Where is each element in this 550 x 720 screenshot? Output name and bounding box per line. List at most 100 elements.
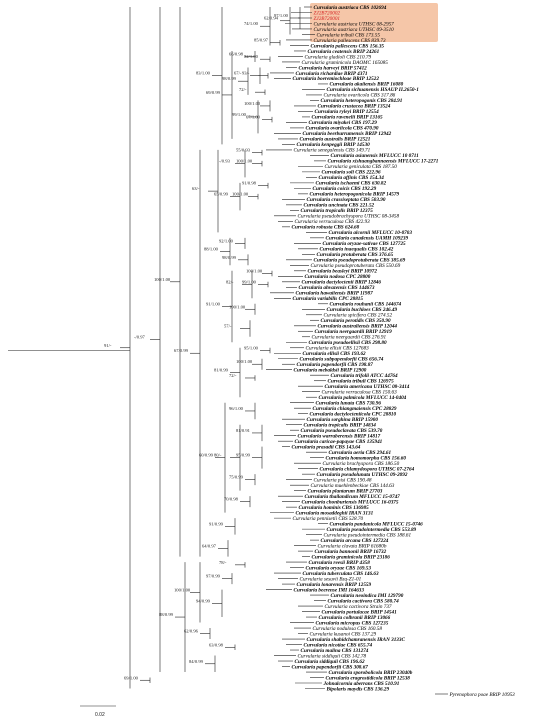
taxon-label: Johnalcornia aberrans CBS 510.91 <box>323 681 400 687</box>
taxon-label: Curvularia kenpeggii BRIP 14530 <box>297 142 371 148</box>
taxon-label: Curvularia heteropogonicola BRIP 14579 <box>310 192 400 198</box>
taxon-label: Curvularia tropicalis BRIP 14834 <box>304 422 377 428</box>
taxon-label: Curvularia pennisetii CBS 528.70 <box>293 516 364 522</box>
taxon-label: Curvularia oryzae CBS 169.53 <box>306 565 372 571</box>
taxon-label: Curvularia dactyloctenii BRIP 12846 <box>302 280 382 286</box>
taxon-label: Curvularia arcana CBS 127224 <box>321 538 389 544</box>
taxon-label: Curvularia crustacea BRIP 13524 <box>318 104 391 110</box>
support-value: 74/1.00 <box>244 21 259 26</box>
support-value: 92/1.00 <box>219 238 234 243</box>
taxon-label: Curvularia hominis CBS 136985 <box>299 505 370 511</box>
support-value: 99/1.00 <box>242 280 257 285</box>
taxon-label: ZJ2B720002 <box>314 10 341 16</box>
support-value: 100/1.00 <box>236 359 253 364</box>
taxon-label: Curvularia heteropogonis CBS 284.91 <box>321 98 403 104</box>
support-value: 80/- <box>214 453 222 458</box>
taxon-label: Curvularia portulacae BRIP 14541 <box>322 609 398 615</box>
taxon-label: Curvularia americana UTHSC 08-3414 <box>325 384 410 390</box>
taxon-label: Curvularia trifolii ATCC 44764 <box>331 373 399 379</box>
taxon-label: Curvularia pisi CBS 190.48 <box>314 476 372 483</box>
taxon-label: Curvularia clavata BRIP 61680b <box>318 543 387 549</box>
taxon-label: Curvularia graminicola DAOMC 165085 <box>302 60 389 66</box>
support-value: 98/0.99 <box>222 255 237 260</box>
support-value: 57/- <box>224 324 232 329</box>
taxon-label: Curvularia plantarum BRIP 27703 <box>308 488 383 494</box>
support-value: 100/1.00 <box>236 159 253 164</box>
taxon-label: Curvularia chonburiensis MFLUCC 16-0375 <box>302 499 399 505</box>
taxon-label: Curvularia aeria CBS 294.61 <box>329 450 392 456</box>
support-value: 100/1.00 <box>246 269 263 274</box>
support-value: 99/1.00 <box>232 112 247 117</box>
taxon-label: Curvularia ryleyi BRIP 12554 <box>315 109 380 115</box>
taxon-label: ZJ2B720001 <box>314 16 341 22</box>
taxon-label: Curvularia tribuli CBS 126975 <box>328 379 395 385</box>
taxon-label: Curvularia ravenelii BRIP 13165 <box>312 115 384 121</box>
taxon-label: Curvularia papendorfii CBS 198.87 <box>297 362 374 368</box>
support-value: 95/0.99 <box>236 453 251 458</box>
taxon-label: Curvularia pseudolunata UTHSC 09-2092 <box>317 472 408 478</box>
taxon-label: Curvularia inaequalis CBS 102.42 <box>320 247 394 253</box>
taxon-label: Curvularia ovariicola CBS 470.90 <box>306 126 379 132</box>
support-value: 70/0.98 <box>224 497 239 502</box>
taxon-label: Curvularia muehlenbeckiae CBS 144.63 <box>311 482 395 489</box>
taxon-label: Curvularia nodosa CPC 28800 <box>305 274 371 280</box>
support-value: 72/- <box>239 87 247 92</box>
scale-bar-label: 0.02 <box>95 712 105 718</box>
taxon-label: Curvularia australis BRIP 12521 <box>300 137 371 143</box>
taxon-label: Curvularia colbranii BRIP 13066 <box>319 615 391 621</box>
taxon-label: Curvularia hawaiiensis BRIP 11987 <box>296 291 374 297</box>
support-value: 55/0.93 <box>236 148 251 153</box>
taxon-label: Curvularia tuberculata CBS 146.63 <box>303 571 380 577</box>
taxon-labels: Curvularia austriaca CBS 102694ZJ2B72000… <box>292 5 516 698</box>
taxon-label: Curvularia xishuangbannaensis MFLUCC 17-… <box>328 159 439 165</box>
taxon-label: Curvularia pseudointermedia CBS 553.89 <box>327 527 417 533</box>
support-value: 98/0.99 <box>222 76 237 81</box>
support-value: -/0.93 <box>219 159 231 164</box>
taxon-label: Curvularia gladioli CBS 210.79 <box>305 54 372 60</box>
taxon-label: Curvularia austriaca UTHSC 09-3510 <box>314 27 395 33</box>
taxon-label: Curvularia miyakei CBS 197.29 <box>309 120 378 126</box>
taxon-label: Pyrenophora poae BRIP 10953 <box>449 692 516 698</box>
taxon-label: Curvularia ellisii CBS 193.62 <box>303 351 367 357</box>
taxon-label: Curvularia soli CBS 222.96 <box>322 170 382 176</box>
taxon-label: Curvularia tribuli CBS 173.55 <box>317 32 381 38</box>
taxon-label: Curvularia pseudoprotuberata CBS 550.69 <box>311 263 401 269</box>
support-value: 91/0.99 <box>209 521 224 526</box>
support-value: 67/1.00 <box>246 115 261 120</box>
support-value: 81/0.91 <box>236 428 251 433</box>
taxon-label: Curvularia caricae-papayae CBS 135941 <box>295 439 383 445</box>
taxon-label: Curvularia reesii BRIP 4358 <box>309 560 371 566</box>
taxon-label: Curvularia alcornii MFLUCC 10-0703 <box>329 230 413 236</box>
support-value: 64/0.97 <box>202 543 217 548</box>
taxon-label: Curvularia austriaca UTHSC 08-2957 <box>314 21 395 27</box>
support-value: 100/1.00 <box>229 304 246 309</box>
taxon-label: Curvularia verruculosa CBS 150.63 <box>322 390 398 396</box>
taxon-label: Curvularia ellisii CBS 127683 <box>306 346 370 352</box>
taxon-label: Curvularia ceatensis BRIP 24261 <box>308 49 380 55</box>
taxon-label: Curvularia bannonii BRIP 16732 <box>315 549 387 555</box>
taxon-label: Curvularia neoindica IMI 129790 <box>331 593 404 599</box>
support-value: 65/0.99 <box>214 192 229 197</box>
taxon-label: Curvularia lonarensis BRIP 12559 <box>297 582 372 588</box>
support-value: 75/0.99 <box>229 475 244 480</box>
support-value: 78/- <box>219 560 227 565</box>
taxon-label: Curvularia chiangmaiensis CPC 28829 <box>313 406 397 412</box>
taxon-label: Curvularia malina CBS 131274 <box>301 648 369 654</box>
taxon-label: Curvularia coicis CBS 192.29 <box>313 186 377 192</box>
taxon-label: Curvularia mosaddeghii IRAN 3131 <box>296 510 374 516</box>
taxon-label: Curvularia robusta CBS 624.68 <box>292 225 360 231</box>
taxon-label: Curvularia pallescens CBS 156.35 <box>311 43 385 49</box>
taxon-label: Curvularia eragrostidicola BRIP 12538 <box>326 675 411 681</box>
support-value: 88/1.00 <box>204 247 219 252</box>
support-value: 60/0.99 <box>199 453 214 458</box>
taxon-label: Curvularia pandanicola MFLUCC 15-0746 <box>330 521 424 527</box>
support-value: 62/0.96 <box>184 629 199 634</box>
taxon-label: Curvularia sorghina BRIP 15900 <box>307 417 379 423</box>
taxon-label: Curvularia papendorfii CBS 308.67 <box>292 664 369 670</box>
taxon-label: Curvularia pseudoclavata CBS 539.70 <box>301 428 383 434</box>
taxon-label: Curvularia subpapendorfii CBS 656.74 <box>300 357 384 363</box>
support-value: 96/1.00 <box>229 406 244 411</box>
taxon-label: Curvularia beerburrumensis BRIP 12942 <box>303 131 392 137</box>
